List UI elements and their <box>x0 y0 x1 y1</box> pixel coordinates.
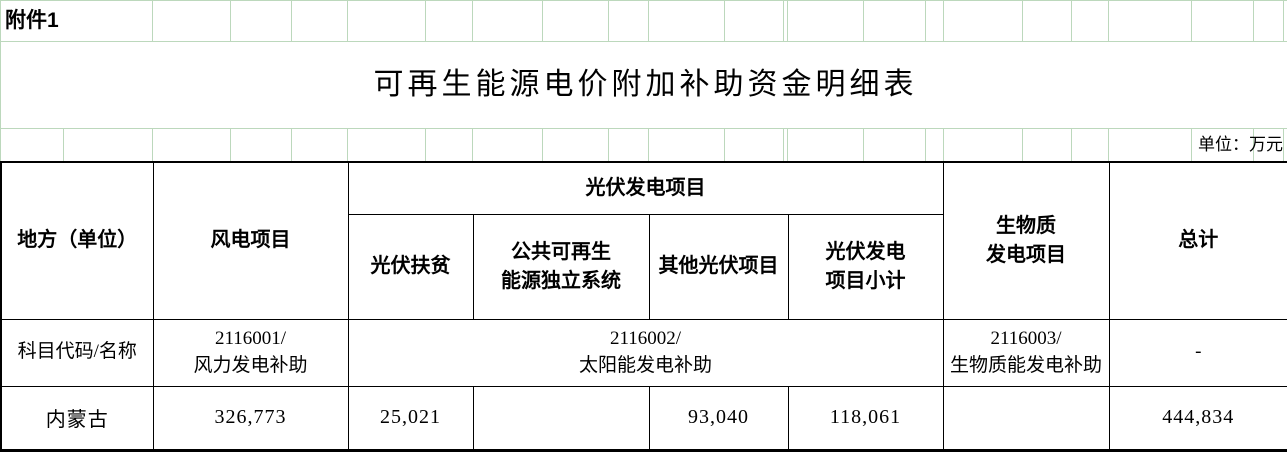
gridline-v <box>1108 0 1109 41</box>
gridline-v <box>425 0 426 41</box>
header-region: 地方（单位） <box>0 161 154 320</box>
gridline-v <box>63 128 64 161</box>
code-biomass: 2116003/ 生物质能发电补助 <box>942 318 1110 387</box>
gridline-v <box>943 0 944 41</box>
gridline-v <box>863 128 864 161</box>
gridline-v <box>291 0 292 41</box>
excel-gridlines <box>0 0 1287 162</box>
gridline-h <box>0 41 1287 42</box>
subject-code-row: 科目代码/名称 2116001/ 风力发电补助 2116002/ 太阳能发电补助… <box>0 318 1287 387</box>
gridline-v <box>724 0 725 41</box>
gridline-v <box>1071 128 1072 161</box>
header-row-1: 地方（单位） 风电项目 光伏发电项目 生物质 发电项目 总计 <box>0 161 1287 320</box>
gridline-v <box>347 0 348 41</box>
gridline-v <box>472 128 473 161</box>
code-wind: 2116001/ 风力发电补助 <box>152 318 349 387</box>
header-pv-subtotal: 光伏发电 项目小计 <box>787 213 944 320</box>
gridline-v <box>1191 128 1192 161</box>
cell-biomass <box>942 385 1110 451</box>
page-title: 可再生能源电价附加补助资金明细表 <box>373 68 918 101</box>
gridline-v <box>648 0 649 41</box>
code-row-label: 科目代码/名称 <box>0 318 154 387</box>
gridline-v <box>1071 0 1072 41</box>
gridline-v <box>608 0 609 41</box>
gridline-v <box>425 128 426 161</box>
gridline-v <box>783 0 784 41</box>
data-row-neimenggu: 内蒙古 326,773 25,021 93,040 118,061 444,83… <box>0 385 1287 451</box>
gridline-v <box>1253 128 1254 161</box>
gridline-v <box>291 128 292 161</box>
gridline-v <box>1022 0 1023 41</box>
gridline-v <box>542 128 543 161</box>
gridline-v <box>787 128 788 161</box>
gridline-v <box>230 128 231 161</box>
header-total: 总计 <box>1108 161 1287 320</box>
gridline-v <box>152 0 153 41</box>
gridline-v <box>230 0 231 41</box>
cell-pv-subtotal: 118,061 <box>787 385 944 451</box>
header-pv-group: 光伏发电项目 <box>347 161 944 215</box>
cell-region: 内蒙古 <box>0 385 154 451</box>
gridline-v <box>1283 128 1284 161</box>
gridline-v <box>152 128 153 161</box>
header-pv-poverty: 光伏扶贫 <box>347 213 474 320</box>
header-wind: 风电项目 <box>152 161 349 320</box>
code-solar: 2116002/ 太阳能发电补助 <box>347 318 944 387</box>
gridline-v <box>943 128 944 161</box>
gridline-v <box>0 0 1 161</box>
cell-pv-other: 93,040 <box>648 385 789 451</box>
gridline-v <box>724 128 725 161</box>
gridline-v <box>1022 128 1023 161</box>
cell-pv-public <box>472 385 650 451</box>
cell-wind: 326,773 <box>152 385 349 451</box>
gridline-h <box>0 0 1287 1</box>
header-pv-other: 其他光伏项目 <box>648 213 789 320</box>
gridline-v <box>1108 128 1109 161</box>
gridline-v <box>787 0 788 41</box>
gridline-v <box>472 0 473 41</box>
header-pv-public: 公共可再生 能源独立系统 <box>472 213 650 320</box>
unit-label: 单位：万元 <box>1198 135 1283 154</box>
gridline-v <box>925 128 926 161</box>
cell-total: 444,834 <box>1108 385 1287 451</box>
subsidy-table: 地方（单位） 风电项目 光伏发电项目 生物质 发电项目 总计 光伏扶贫 公共可再… <box>0 161 1287 452</box>
gridline-v <box>1283 0 1284 41</box>
gridline-v <box>783 128 784 161</box>
attachment-label: 附件1 <box>5 9 59 32</box>
gridline-v <box>925 0 926 41</box>
header-biomass: 生物质 发电项目 <box>942 161 1110 320</box>
cell-pv-poverty: 25,021 <box>347 385 474 451</box>
gridline-v <box>347 128 348 161</box>
gridline-v <box>863 0 864 41</box>
gridline-v <box>1253 0 1254 41</box>
gridline-v <box>608 128 609 161</box>
header-row-2: 光伏扶贫 公共可再生 能源独立系统 其他光伏项目 光伏发电 项目小计 <box>1 213 1287 320</box>
gridline-v <box>1191 0 1192 41</box>
gridline-v <box>648 128 649 161</box>
gridline-h <box>0 128 1287 129</box>
code-total: - <box>1108 318 1287 387</box>
gridline-v <box>542 0 543 41</box>
